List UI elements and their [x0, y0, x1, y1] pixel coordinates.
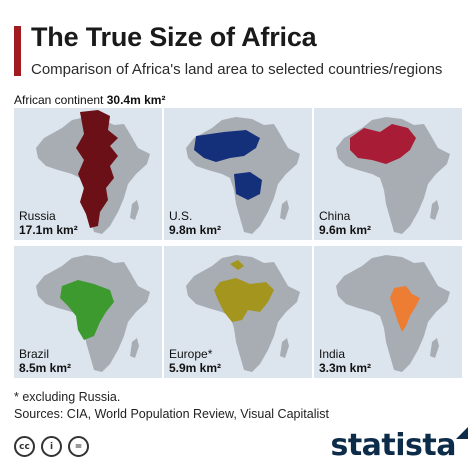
- map-india: [336, 255, 450, 372]
- statista-logo-mark: [456, 427, 468, 439]
- map-europe: [186, 255, 300, 372]
- continent-label: African continent: [14, 93, 104, 107]
- panel-russia: Russia 17.1m km²: [14, 108, 162, 240]
- madagascar-shape: [130, 200, 139, 220]
- map-china: [336, 117, 450, 234]
- panel-name-india: India: [319, 347, 346, 361]
- cc-icon[interactable]: cc: [14, 436, 35, 457]
- country-overlay-china: [350, 124, 416, 164]
- country-overlay-brazil: [60, 280, 114, 340]
- country-overlay-europe: [214, 260, 274, 322]
- country-overlay-us: [194, 130, 262, 200]
- madagascar-shape: [430, 200, 439, 220]
- panel-area-brazil: 8.5m km²: [19, 361, 72, 375]
- statista-logo[interactable]: statista: [330, 428, 456, 463]
- madagascar-shape: [280, 338, 289, 358]
- panel-name-russia: Russia: [19, 209, 56, 223]
- continent-area-line: African continent 30.4m km²: [14, 93, 165, 107]
- panel-area-china: 9.6m km²: [319, 223, 372, 237]
- map-russia: [36, 110, 150, 234]
- madagascar-shape: [130, 338, 139, 358]
- panel-area-europe: 5.9m km²: [169, 361, 222, 375]
- map-brazil: [36, 255, 150, 372]
- panel-europe: Europe* 5.9m km²: [164, 246, 312, 378]
- license-icons: cc i =: [14, 436, 89, 457]
- continent-area: 30.4m km²: [106, 93, 166, 107]
- panel-area-russia: 17.1m km²: [19, 223, 78, 237]
- panel-area-india: 3.3m km²: [319, 361, 372, 375]
- panel-name-us: U.S.: [169, 209, 193, 223]
- country-overlay-india: [390, 286, 420, 332]
- panel-name-europe: Europe*: [169, 347, 213, 361]
- panel-india: India 3.3m km²: [314, 246, 462, 378]
- by-icon[interactable]: i: [41, 436, 62, 457]
- map-us: [186, 117, 300, 234]
- title-accent-bar: [14, 26, 21, 76]
- chart-title: The True Size of Africa: [31, 22, 317, 52]
- panel-brazil: Brazil 8.5m km²: [14, 246, 162, 378]
- equals-icon[interactable]: =: [68, 436, 89, 457]
- madagascar-shape: [280, 200, 289, 220]
- panel-name-brazil: Brazil: [19, 347, 50, 361]
- country-overlay-russia: [76, 110, 118, 228]
- sources-note: Sources: CIA, World Population Review, V…: [14, 407, 329, 421]
- chart-subtitle: Comparison of Africa's land area to sele…: [31, 61, 443, 78]
- panel-name-china: China: [319, 209, 351, 223]
- footnote: * excluding Russia.: [14, 390, 121, 404]
- madagascar-shape: [430, 338, 439, 358]
- panel-area-us: 9.8m km²: [169, 223, 222, 237]
- panel-us: U.S. 9.8m km²: [164, 108, 312, 240]
- africa-shape: [336, 255, 450, 372]
- panel-china: China 9.6m km²: [314, 108, 462, 240]
